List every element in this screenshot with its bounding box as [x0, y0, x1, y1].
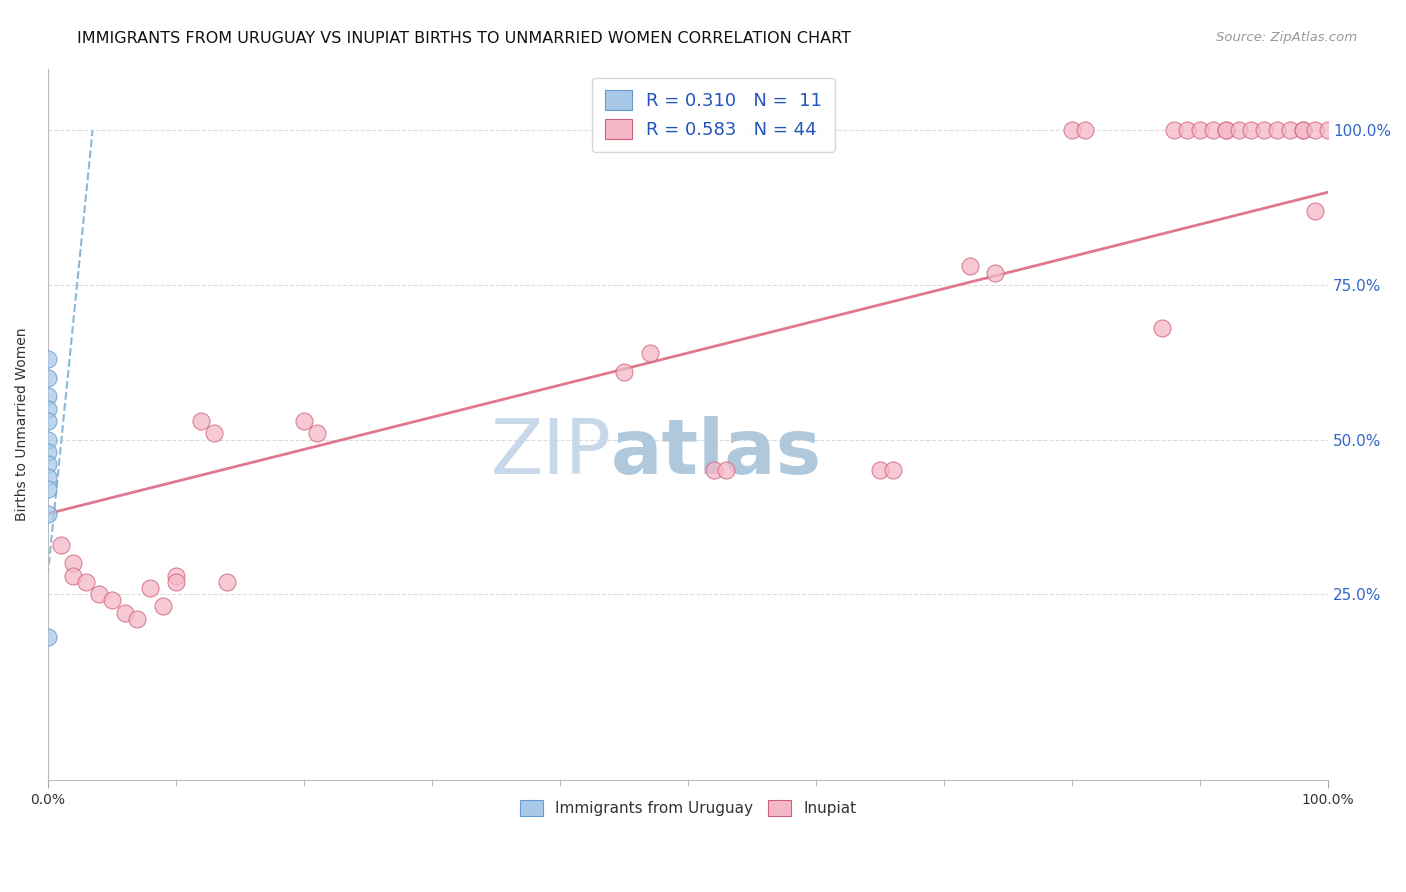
Point	[1202, 123, 1225, 137]
Legend: Immigrants from Uruguay, Inupiat: Immigrants from Uruguay, Inupiat	[510, 791, 866, 825]
Text: atlas: atlas	[612, 416, 823, 490]
Point	[1227, 123, 1250, 137]
Point	[37, 352, 59, 367]
Point	[127, 612, 149, 626]
Point	[1150, 321, 1173, 335]
Text: ZIP: ZIP	[491, 416, 612, 490]
Point	[1291, 123, 1313, 137]
Point	[1265, 123, 1288, 137]
Point	[1215, 123, 1237, 137]
Point	[37, 389, 59, 403]
Point	[1305, 123, 1327, 137]
Text: Source: ZipAtlas.com: Source: ZipAtlas.com	[1216, 31, 1357, 45]
Point	[638, 346, 661, 360]
Point	[1317, 123, 1340, 137]
Point	[37, 631, 59, 645]
Point	[1060, 123, 1083, 137]
Point	[305, 426, 328, 441]
Point	[959, 260, 981, 274]
Point	[62, 556, 84, 570]
Point	[292, 414, 315, 428]
Point	[49, 538, 72, 552]
Point	[1074, 123, 1097, 137]
Point	[1215, 123, 1237, 137]
Point	[1291, 123, 1313, 137]
Point	[37, 507, 59, 521]
Point	[716, 463, 738, 477]
Point	[1175, 123, 1198, 137]
Point	[165, 574, 187, 589]
Point	[139, 581, 162, 595]
Point	[37, 370, 59, 384]
Point	[882, 463, 904, 477]
Point	[984, 266, 1007, 280]
Point	[869, 463, 891, 477]
Point	[37, 469, 59, 483]
Point	[1253, 123, 1275, 137]
Point	[1305, 203, 1327, 218]
Point	[1240, 123, 1263, 137]
Point	[1189, 123, 1212, 137]
Point	[202, 426, 225, 441]
Text: IMMIGRANTS FROM URUGUAY VS INUPIAT BIRTHS TO UNMARRIED WOMEN CORRELATION CHART: IMMIGRANTS FROM URUGUAY VS INUPIAT BIRTH…	[77, 31, 851, 46]
Point	[190, 414, 212, 428]
Point	[114, 606, 136, 620]
Point	[37, 482, 59, 496]
Point	[37, 445, 59, 459]
Point	[62, 568, 84, 582]
Point	[1163, 123, 1185, 137]
Point	[1278, 123, 1301, 137]
Point	[87, 587, 110, 601]
Point	[165, 568, 187, 582]
Point	[215, 574, 238, 589]
Point	[37, 457, 59, 471]
Point	[703, 463, 725, 477]
Point	[100, 593, 122, 607]
Point	[37, 433, 59, 447]
Point	[37, 401, 59, 416]
Point	[613, 364, 636, 378]
Point	[152, 599, 174, 614]
Point	[37, 414, 59, 428]
Y-axis label: Births to Unmarried Women: Births to Unmarried Women	[15, 327, 30, 521]
Point	[75, 574, 97, 589]
